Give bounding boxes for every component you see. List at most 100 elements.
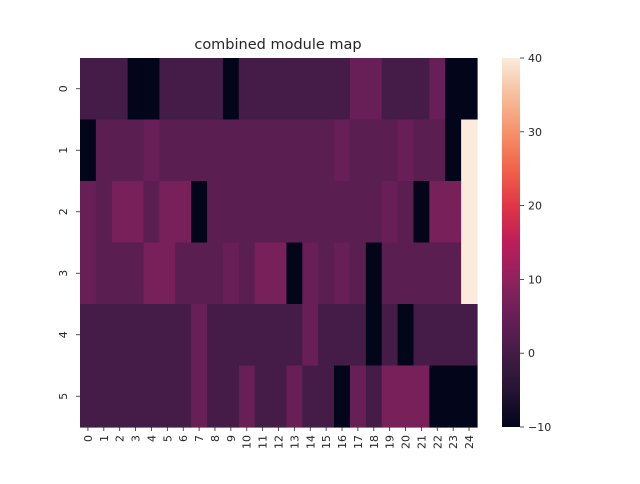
heatmap-cell <box>334 181 351 244</box>
heatmap-cell <box>80 304 97 367</box>
heatmap-cells <box>80 58 478 428</box>
heatmap-cell <box>318 304 335 367</box>
heatmap-cell <box>191 304 208 367</box>
heatmap-cell <box>461 304 478 367</box>
x-tick-label: 24 <box>463 435 476 449</box>
heatmap-cell <box>270 304 288 367</box>
heatmap-cell <box>238 304 256 367</box>
heatmap-cell <box>270 365 288 428</box>
heatmap-cell <box>95 181 113 244</box>
heatmap-cell <box>334 119 351 182</box>
heatmap-cell <box>365 119 383 182</box>
heatmap-cell <box>318 365 335 428</box>
heatmap-cell <box>381 365 399 428</box>
heatmap-cell <box>254 181 272 244</box>
heatmap-cell <box>334 304 351 367</box>
heatmap-cell <box>397 365 415 428</box>
heatmap-cell <box>222 365 240 428</box>
chart-title: combined module map <box>194 37 361 53</box>
heatmap-cell <box>222 304 240 367</box>
heatmap-cell <box>159 242 176 305</box>
y-tick-label: 4 <box>57 331 70 338</box>
heatmap-cell <box>413 181 430 244</box>
heatmap-cell <box>413 304 430 367</box>
heatmap-cell <box>445 304 462 367</box>
heatmap-cell <box>365 58 383 121</box>
heatmap-cell <box>127 242 145 305</box>
heatmap-cell <box>143 242 160 305</box>
colorbar-tick-label: 10 <box>528 273 542 286</box>
heatmap-cell <box>397 242 415 305</box>
heatmap-cell <box>349 119 367 182</box>
heatmap-cell <box>349 181 367 244</box>
x-tick-label: 23 <box>447 435 460 449</box>
heatmap-cell <box>381 304 399 367</box>
heatmap-cell <box>207 58 224 121</box>
colorbar-tick-label: 20 <box>528 200 542 213</box>
x-tick-label: 9 <box>225 435 238 442</box>
x-tick-label: 8 <box>209 435 222 442</box>
x-axis-ticks: 0 1 2 3 4 5 6 7 8 9 10 11 12 13 14 15 16 17 18 19 20 21 22 23 24 <box>82 427 476 449</box>
y-tick-label: 1 <box>57 147 70 154</box>
heatmap-cell <box>445 365 462 428</box>
x-tick-label: 14 <box>304 435 317 449</box>
heatmap-cell <box>222 181 240 244</box>
y-tick-label: 0 <box>57 85 70 92</box>
heatmap-cell <box>127 181 145 244</box>
heatmap-cell <box>111 58 129 121</box>
x-tick-label: 16 <box>336 435 349 449</box>
heatmap-cell <box>461 242 478 305</box>
heatmap-cell <box>159 304 176 367</box>
heatmap-cell <box>95 119 113 182</box>
x-tick-label: 15 <box>320 435 333 449</box>
heatmap-cell <box>445 119 462 182</box>
heatmap-cell <box>222 119 240 182</box>
heatmap-cell <box>80 119 97 182</box>
heatmap-cell <box>143 365 160 428</box>
heatmap-cell <box>286 119 303 182</box>
heatmap-cell <box>365 365 383 428</box>
heatmap-cell <box>302 242 319 305</box>
y-tick-label: 2 <box>57 208 70 215</box>
heatmap-cell <box>349 365 367 428</box>
heatmap-cell <box>254 58 272 121</box>
colorbar <box>502 58 520 427</box>
heatmap-cell <box>381 242 399 305</box>
x-tick-label: 6 <box>177 435 190 442</box>
heatmap-cell <box>461 119 478 182</box>
heatmap-cell <box>365 304 383 367</box>
heatmap-cell <box>207 181 224 244</box>
x-tick-label: 2 <box>114 435 127 442</box>
heatmap-cell <box>207 365 224 428</box>
x-tick-label: 13 <box>288 435 301 449</box>
heatmap-cell <box>381 181 399 244</box>
heatmap-cell <box>175 119 192 182</box>
heatmap-cell <box>111 181 129 244</box>
heatmap-cell <box>429 58 446 121</box>
heatmap-cell <box>111 242 129 305</box>
heatmap-cell <box>349 58 367 121</box>
heatmap-cell <box>175 181 192 244</box>
y-tick-label: 5 <box>57 393 70 400</box>
heatmap-cell <box>95 242 113 305</box>
heatmap-cell <box>429 119 446 182</box>
x-tick-label: 12 <box>273 435 286 449</box>
heatmap-cell <box>111 304 129 367</box>
heatmap-cell <box>175 365 192 428</box>
x-tick-label: 5 <box>161 435 174 442</box>
heatmap-cell <box>238 58 256 121</box>
heatmap-cell <box>334 58 351 121</box>
heatmap-cell <box>461 181 478 244</box>
heatmap-cell <box>222 242 240 305</box>
heatmap-cell <box>429 304 446 367</box>
x-tick-label: 19 <box>384 435 397 449</box>
heatmap-cell <box>127 119 145 182</box>
heatmap-cell <box>159 181 176 244</box>
heatmap-cell <box>318 58 335 121</box>
heatmap-cell <box>222 58 240 121</box>
heatmap-cell <box>365 181 383 244</box>
heatmap-cell <box>302 181 319 244</box>
heatmap-cell <box>318 242 335 305</box>
heatmap-cell <box>143 119 160 182</box>
heatmap-cell <box>334 365 351 428</box>
